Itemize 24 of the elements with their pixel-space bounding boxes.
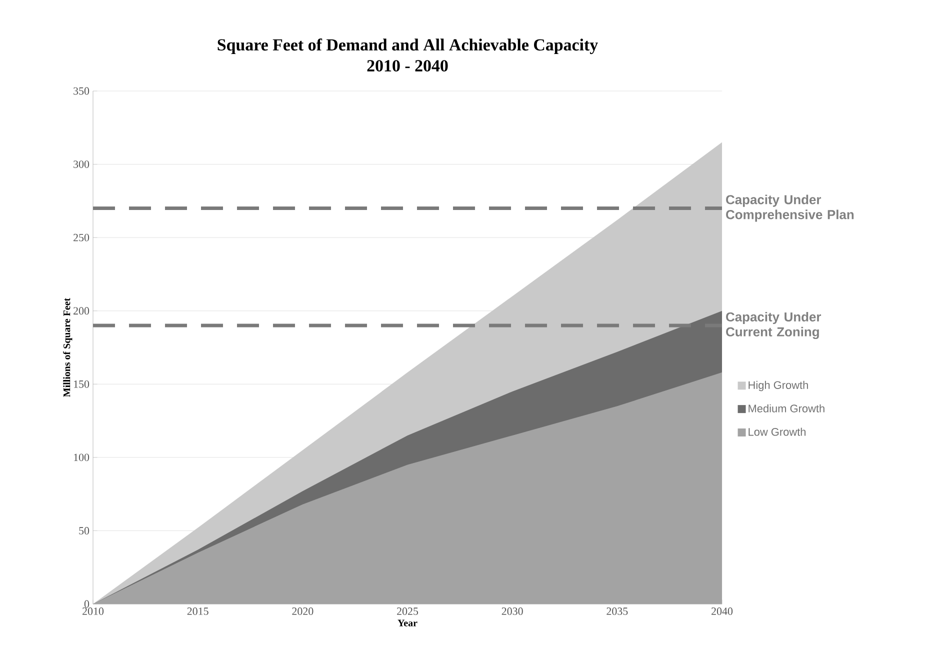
- y-tick-label: 50: [79, 527, 90, 534]
- x-tick-label: 2040: [712, 608, 733, 615]
- y-tick-label: 250: [74, 234, 90, 242]
- y-axis-title: Millions of Square Feet: [63, 298, 72, 397]
- legend-label: High Growth: [748, 380, 808, 392]
- legend-label: Low Growth: [748, 428, 806, 436]
- x-axis-title: Year: [398, 620, 418, 626]
- y-tick-label: 350: [74, 87, 90, 95]
- x-tick-label: 2010: [82, 608, 104, 615]
- y-tick-label: 200: [74, 307, 90, 315]
- chart-title: Square Feet of Demand and All Achievable Capacity: [218, 38, 598, 54]
- ref-line-label: Capacity Under Comprehensive Plan: [726, 194, 854, 222]
- x-tick-label: 2020: [292, 608, 314, 615]
- ref-line-label: Capacity Under Current Zoning: [726, 312, 822, 340]
- legend-label: Medium Growth: [748, 404, 824, 412]
- x-tick-label: 2035: [606, 608, 628, 615]
- y-tick-label: 0: [84, 600, 90, 608]
- x-tick-label: 2030: [502, 608, 523, 615]
- y-tick-label: 300: [74, 160, 90, 168]
- x-tick-label: 2015: [187, 608, 208, 615]
- y-tick-label: 150: [74, 380, 90, 388]
- y-tick-label: 100: [74, 454, 90, 462]
- chart-subtitle: 2010 - 2040: [367, 60, 448, 72]
- x-tick-label: 2025: [397, 608, 418, 615]
